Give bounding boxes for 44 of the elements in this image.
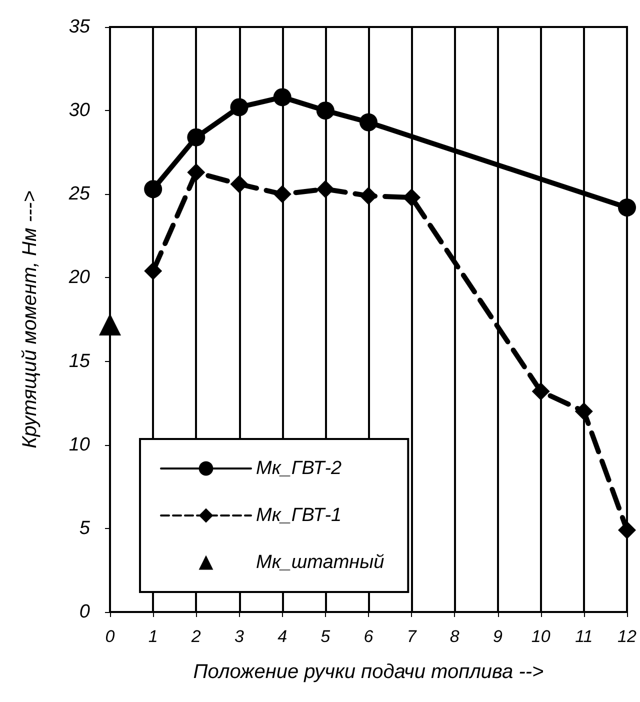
point [230,98,248,116]
point [187,163,206,182]
point [618,198,636,217]
x-tick-label: 6 [364,627,374,646]
y-tick-label: 30 [68,100,90,122]
point [99,314,121,336]
legend-label: Мк_ГВТ-1 [256,505,342,526]
y-tick-label: 35 [68,16,90,38]
x-tick-label: 7 [406,627,417,646]
point [360,113,378,132]
x-tick-label: 10 [531,627,551,646]
x-tick-label: 12 [618,627,637,646]
x-tick-label: 0 [105,627,116,646]
x-tick-label: 8 [450,627,460,646]
x-tick-label: 4 [278,627,288,646]
y-tick-label: 20 [68,267,90,288]
y-tick-label: 15 [68,350,90,372]
x-tick-label: 11 [575,627,593,646]
legend-label: Мк_штатный [256,552,385,573]
point [230,175,248,194]
point [144,180,162,198]
point [532,382,550,400]
x-tick-label: 9 [493,627,504,646]
x-tick-label: 1 [148,627,158,646]
point [316,102,334,120]
y-tick-label: 0 [79,602,90,622]
point [273,88,292,106]
y-tick-label: 5 [79,518,90,539]
point [144,262,162,280]
x-axis-title: Положение ручки подачи топлива --> [193,661,544,683]
x-tick-label: 5 [320,627,331,646]
x-tick-label: 3 [234,627,245,646]
point [316,180,334,198]
point [402,188,421,206]
point [187,128,206,146]
y-tick-label: 25 [68,184,90,205]
legend-label: Мк_ГВТ-2 [256,458,342,479]
point [618,521,636,540]
y-tick-label: 10 [68,434,90,456]
point [574,402,593,420]
point [273,185,292,204]
y-axis-title: Крутящий момент, Нм ---> [19,190,41,448]
x-tick-label: 2 [190,627,202,646]
point [360,186,378,205]
